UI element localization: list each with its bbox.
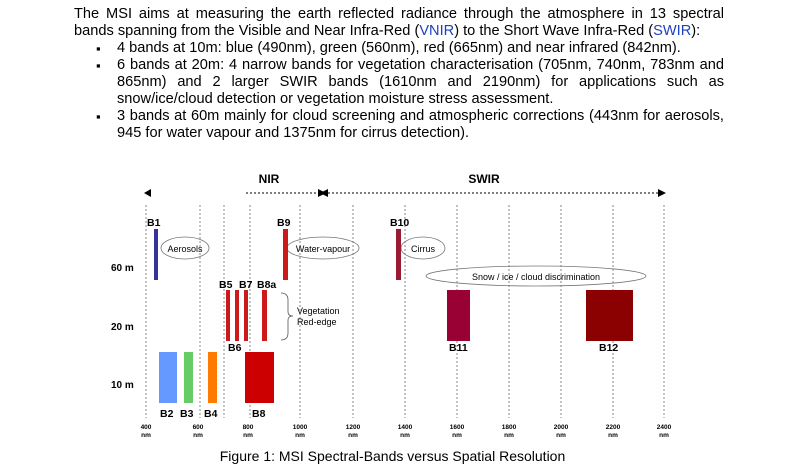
x-tick-1800-unit: nm [504, 432, 514, 439]
band-b7-bar [244, 290, 248, 341]
x-tick-1800: 1800 [502, 424, 517, 431]
band-b8a-bar [262, 290, 267, 341]
intro-text: The MSI aims at measuring the earth refl… [74, 6, 724, 40]
x-tick-400-unit: nm [141, 432, 151, 439]
x-tick-2200: 2200 [606, 424, 621, 431]
x-tick-1200: 1200 [346, 424, 361, 431]
red-edge-brace [280, 292, 294, 341]
band-b6-label: B6 [228, 342, 242, 354]
band-b2-bar [159, 352, 177, 403]
x-tick-2400: 2400 [657, 424, 672, 431]
intro-part-c: ): [691, 23, 701, 39]
x-tick-1400: 1400 [398, 424, 413, 431]
x-tick-600-unit: nm [193, 432, 203, 439]
band-b2-label: B2 [160, 408, 174, 420]
resolution-label-20m: 20 m [111, 322, 134, 333]
x-tick-800-unit: nm [243, 432, 253, 439]
swir-link[interactable]: SWIR [653, 23, 692, 39]
band-b9-label: B9 [277, 217, 291, 229]
x-tick-1000: 1000 [293, 424, 308, 431]
x-tick-2200-unit: nm [608, 432, 618, 439]
x-tick-400: 400 [141, 424, 152, 431]
band-b8a-label: B8a [257, 279, 276, 291]
band-b1-bar [154, 229, 158, 280]
x-tick-1600-unit: nm [452, 432, 462, 439]
band-b4-bar [208, 352, 217, 403]
x-tick-1600: 1600 [450, 424, 465, 431]
x-tick-600: 600 [193, 424, 204, 431]
x-tick-2000-unit: nm [556, 432, 566, 439]
band-b4-label: B4 [204, 408, 218, 420]
nir-arrow [144, 189, 326, 197]
vegetation-label: Vegetation [297, 306, 340, 316]
band-b9-bar [283, 229, 288, 280]
cirrus-label: Cirrus [411, 244, 435, 254]
x-tick-1200-unit: nm [348, 432, 358, 439]
swir-label: SWIR [468, 172, 500, 186]
vnir-link[interactable]: VNIR [419, 23, 455, 39]
band-b8-bar [245, 352, 274, 403]
snow-oval [425, 265, 647, 287]
band-b8-label: B8 [252, 408, 266, 420]
resolution-label-10m: 10 m [111, 380, 134, 391]
band-b3-label: B3 [180, 408, 194, 420]
bullet-60m: 3 bands at 60m mainly for cloud screenin… [74, 108, 724, 142]
intro-part-a: The MSI aims at measuring the earth refl… [74, 6, 724, 39]
bullet-20m: 6 bands at 20m: 4 narrow bands for veget… [74, 57, 724, 108]
figure-caption: Figure 1: MSI Spectral-Bands versus Spat… [219, 448, 566, 464]
x-tick-1000-unit: nm [295, 432, 305, 439]
band-b1-label: B1 [147, 217, 161, 229]
band-b11-bar [447, 290, 470, 341]
resolution-label-60m: 60 m [111, 263, 134, 274]
swir-arrow [320, 189, 666, 197]
band-b12-label: B12 [599, 342, 618, 354]
band-b10-label: B10 [390, 217, 409, 229]
band-bullet-list: 4 bands at 10m: blue (490nm), green (560… [74, 40, 724, 142]
intro-part-b: ) to the Short Wave Infra-Red ( [454, 23, 654, 39]
band-b7-label: B7 [239, 279, 253, 291]
aerosols-label: Aerosols [167, 244, 203, 254]
nir-label: NIR [259, 172, 280, 186]
band-b3-bar [184, 352, 193, 403]
band-b5-bar [226, 290, 230, 341]
x-tick-2000: 2000 [554, 424, 569, 431]
x-tick-800: 800 [243, 424, 254, 431]
intro-paragraph: The MSI aims at measuring the earth refl… [74, 6, 724, 142]
red-edge-label: Red-edge [297, 317, 337, 327]
x-tick-2400-unit: nm [659, 432, 669, 439]
band-b11-label: B11 [449, 342, 468, 354]
band-b5-label: B5 [219, 279, 233, 291]
aerosols-oval [160, 236, 210, 260]
bullet-10m: 4 bands at 10m: blue (490nm), green (560… [74, 40, 724, 57]
snow-label: Snow / ice / cloud discrimination [472, 272, 600, 282]
band-b10-bar [396, 229, 401, 280]
band-b12-bar [586, 290, 633, 341]
water-vapour-label: Water-vapour [296, 244, 350, 254]
band-b6-bar [235, 290, 239, 341]
x-tick-1400-unit: nm [400, 432, 410, 439]
